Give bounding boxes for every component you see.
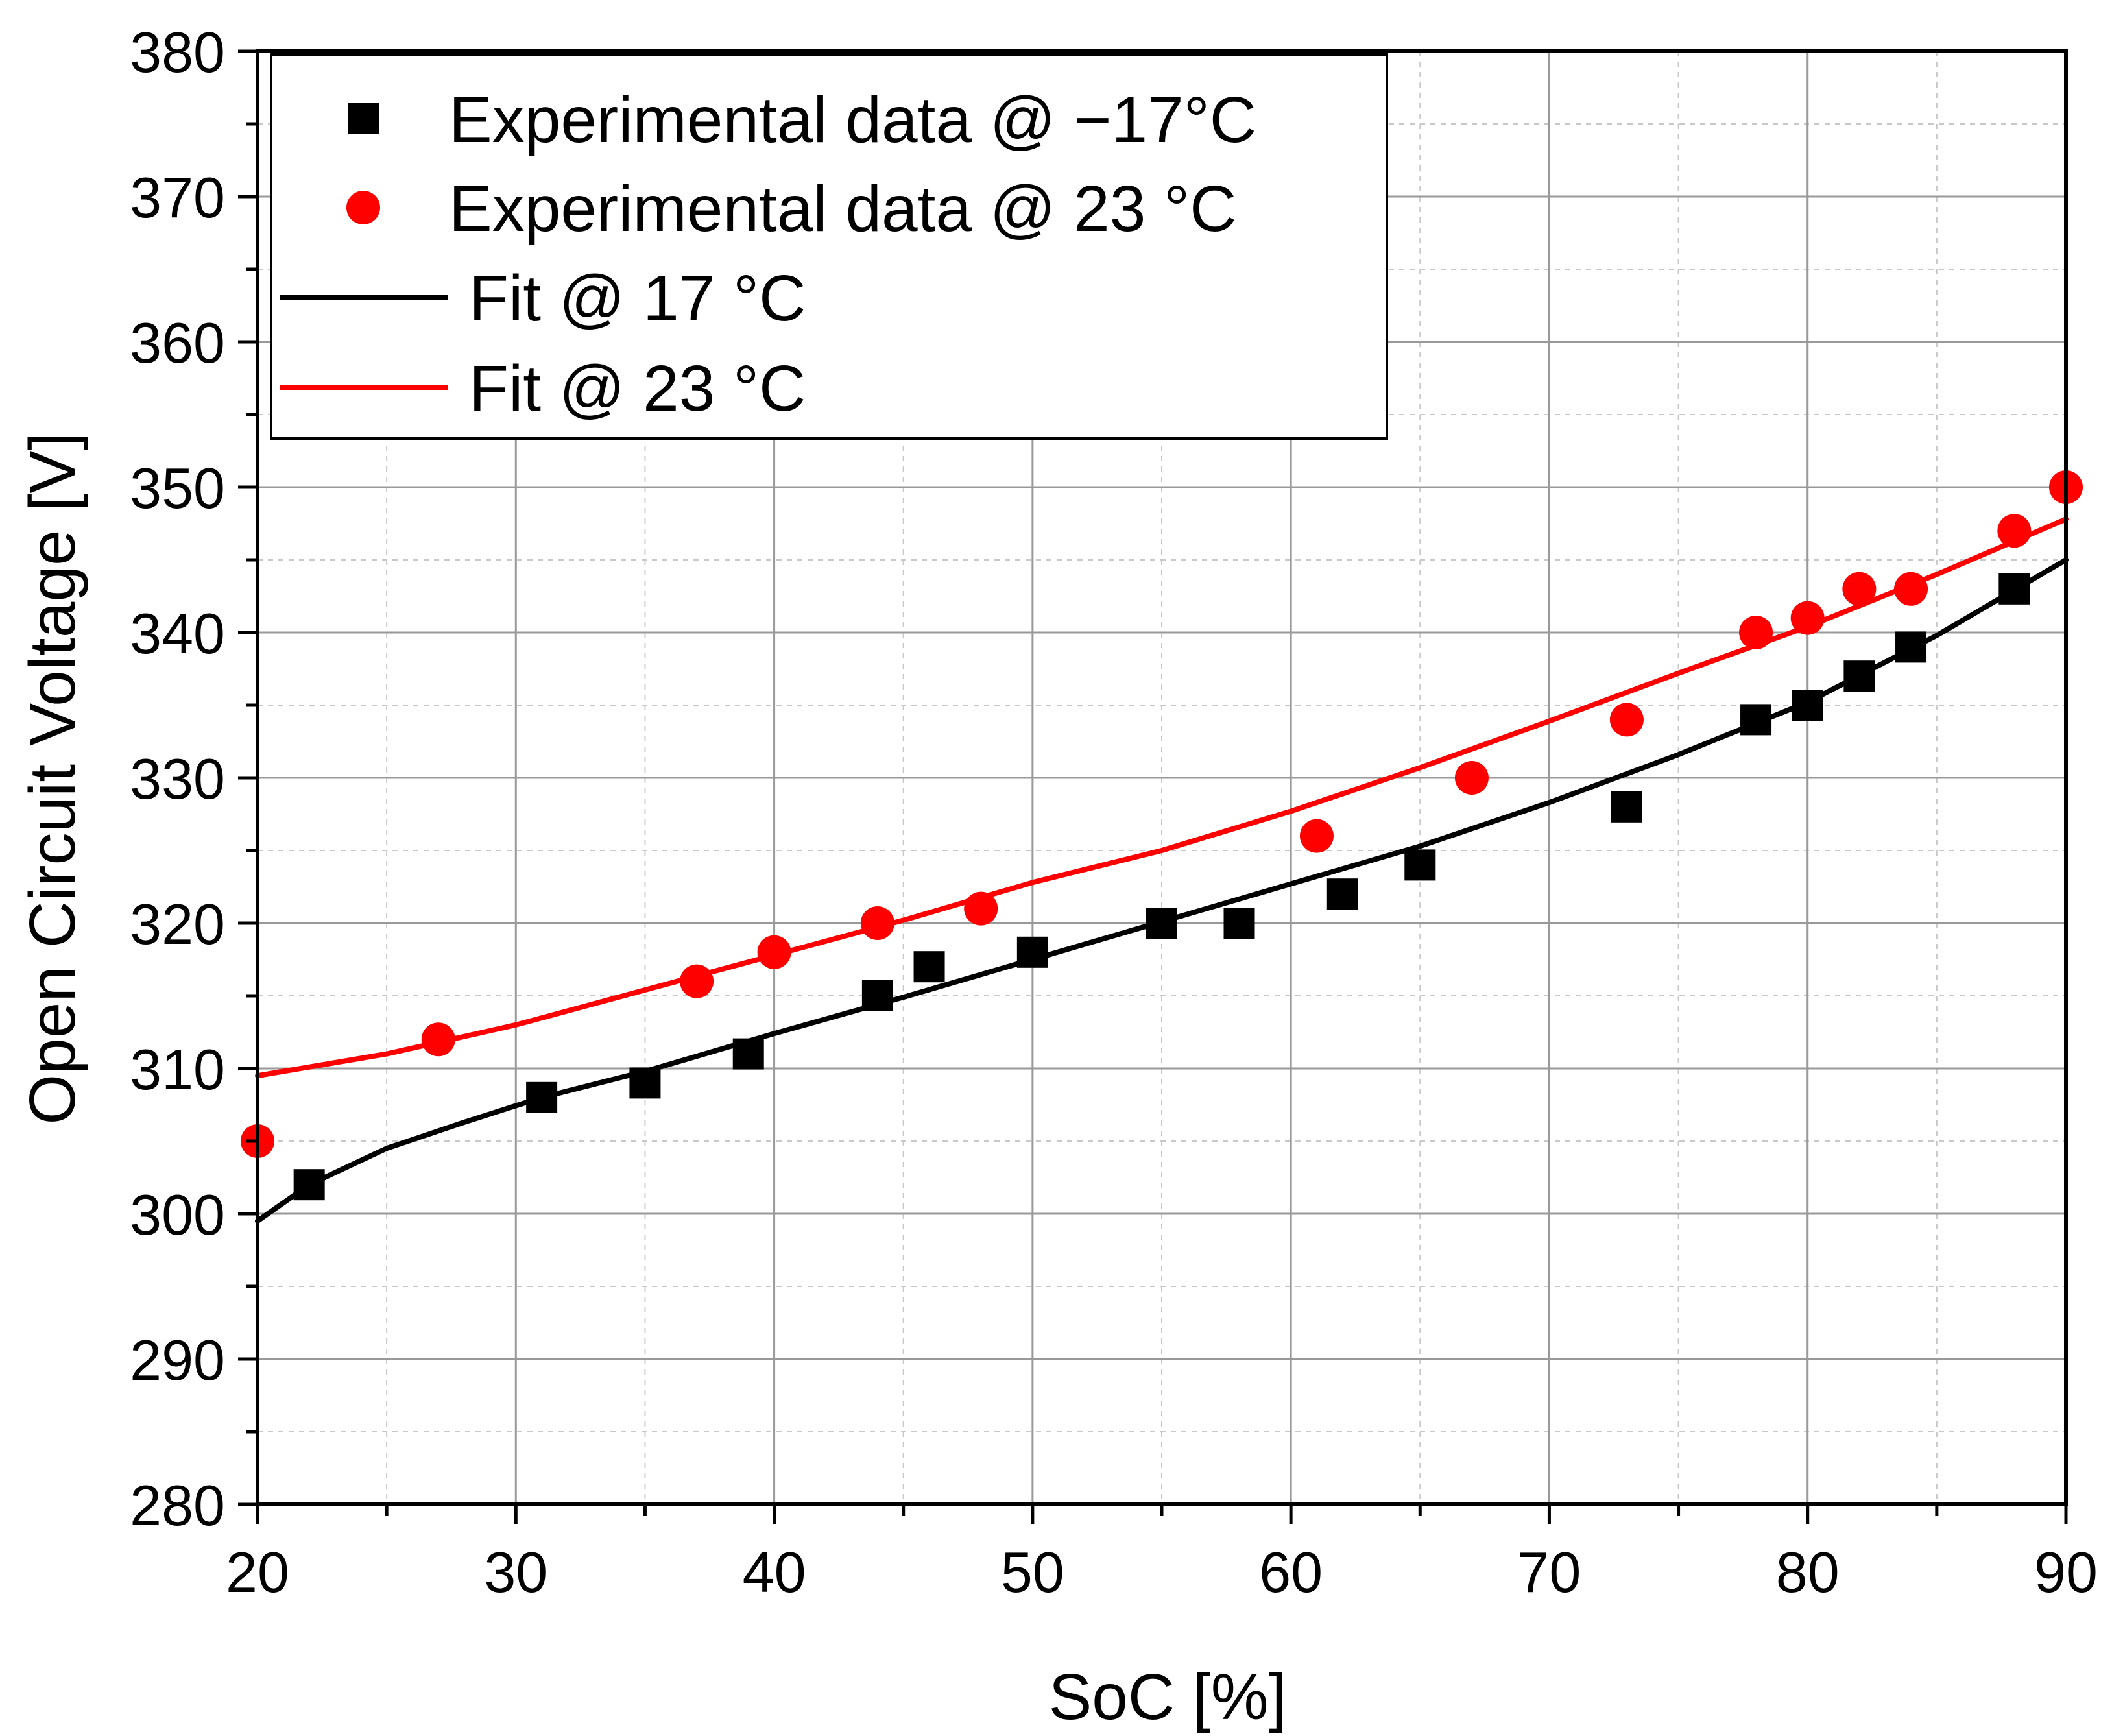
y-tick-label: 310 — [130, 1037, 225, 1102]
circle-marker — [1842, 572, 1877, 606]
square-marker — [1223, 908, 1255, 939]
circle-marker — [421, 1022, 455, 1057]
x-tick-label: 60 — [1259, 1540, 1323, 1604]
square-marker — [1326, 878, 1358, 910]
legend-marker-square — [348, 103, 379, 134]
y-tick-label: 350 — [130, 456, 225, 520]
x-tick-label: 40 — [743, 1540, 806, 1604]
square-marker — [1792, 690, 1823, 721]
square-marker — [629, 1067, 661, 1099]
y-tick-label: 280 — [130, 1473, 225, 1537]
legend: Experimental data @ −17°C Experimental da… — [270, 53, 1388, 440]
square-marker — [1404, 849, 1436, 881]
square-marker — [1998, 573, 2030, 605]
square-marker — [1146, 908, 1177, 939]
circle-marker — [1299, 819, 1334, 853]
square-marker — [293, 1169, 325, 1201]
square-marker — [913, 951, 945, 983]
legend-label: Fit @ 23 °C — [469, 352, 806, 425]
circle-marker — [964, 891, 998, 926]
x-tick-label: 80 — [1776, 1540, 1840, 1604]
y-tick-label: 320 — [130, 892, 225, 956]
y-tick-label: 380 — [130, 20, 225, 84]
square-marker — [1740, 704, 1772, 736]
x-tick-label: 20 — [226, 1540, 289, 1604]
circle-marker — [1739, 616, 1773, 649]
x-tick-label: 50 — [1001, 1540, 1064, 1604]
circle-marker — [757, 935, 791, 969]
axis-ticks: 20 30 40 50 60 70 80 90 280 290 300 310 320 330 340 350… — [130, 20, 2098, 1604]
square-marker — [1895, 631, 1927, 663]
circle-marker — [1454, 761, 1489, 795]
x-tick-label: 90 — [2034, 1540, 2098, 1604]
y-axis-title: Open Circuit Voltage [V] — [16, 432, 89, 1124]
x-axis-title: SoC [%] — [1049, 1661, 1287, 1733]
x-tick-label: 30 — [484, 1540, 547, 1604]
y-tick-label: 330 — [130, 747, 225, 811]
square-marker — [1843, 660, 1875, 692]
square-marker — [861, 980, 893, 1011]
x-tick-label: 70 — [1517, 1540, 1581, 1604]
circle-marker — [680, 964, 714, 998]
legend-label: Experimental data @ 23 °C — [449, 173, 1236, 245]
square-marker — [732, 1038, 764, 1070]
data-markers — [241, 470, 2083, 1201]
y-tick-label: 300 — [130, 1183, 225, 1247]
square-marker — [526, 1081, 558, 1113]
legend-box — [270, 53, 1388, 440]
square-marker — [1611, 791, 1642, 823]
circle-marker — [1790, 601, 1825, 635]
y-tick-label: 340 — [130, 601, 225, 666]
y-tick-label: 360 — [130, 311, 225, 375]
circle-marker — [1894, 572, 1928, 606]
legend-label: Fit @ 17 °C — [469, 262, 806, 335]
legend-label: Experimental data @ −17°C — [449, 84, 1256, 156]
y-tick-label: 290 — [130, 1328, 225, 1392]
circle-marker — [860, 906, 894, 940]
y-tick-label: 370 — [130, 165, 225, 230]
square-marker — [1016, 936, 1048, 968]
circle-marker — [1609, 703, 1644, 737]
legend-marker-circle — [346, 191, 380, 224]
circle-marker — [1997, 514, 2032, 548]
